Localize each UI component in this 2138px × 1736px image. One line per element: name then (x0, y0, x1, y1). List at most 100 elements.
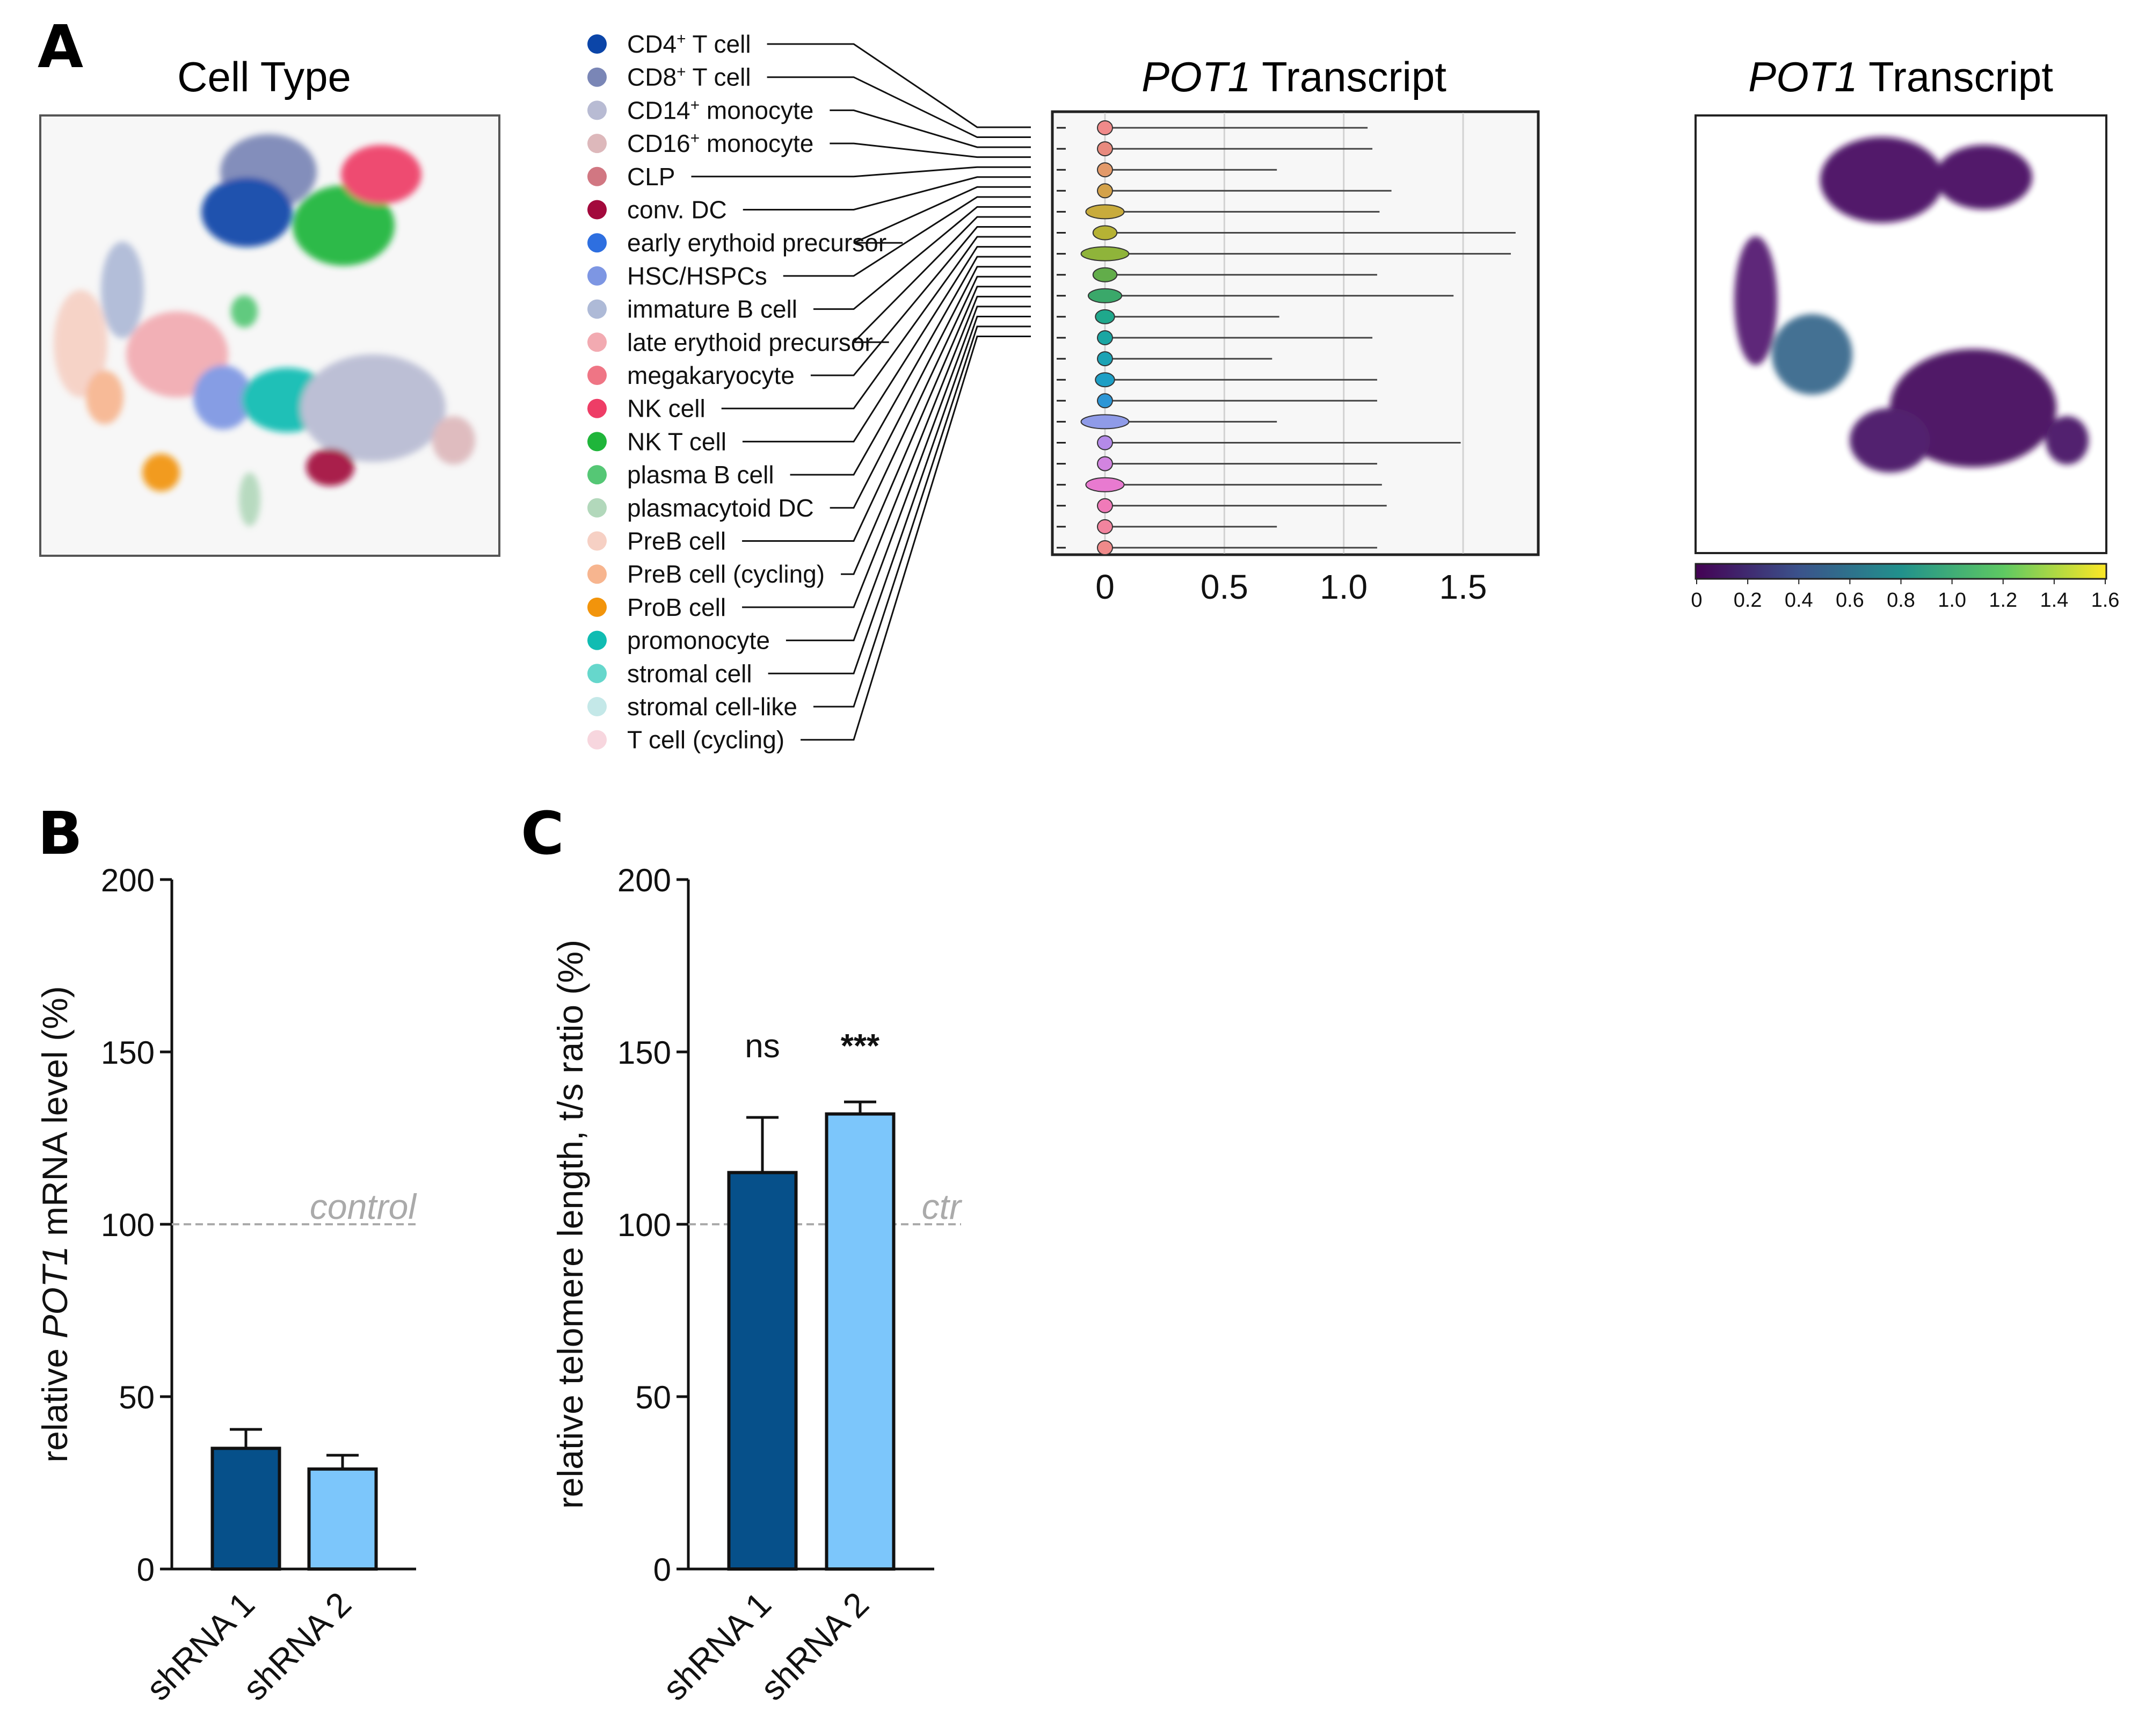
cluster-nkt (293, 185, 395, 266)
legend-label: early erythoid precursor (627, 229, 886, 257)
y-tick-label: 100 (101, 1207, 155, 1243)
violin-body (1097, 393, 1113, 409)
violin-body (1097, 456, 1113, 471)
violin-body (1097, 540, 1113, 555)
violin-body (1092, 267, 1118, 282)
legend-label: CD14+ monocyte (627, 96, 813, 125)
legend-label: CLP (627, 163, 675, 191)
legend-label: PreB cell (cycling) (627, 560, 825, 588)
y-tick-label: 200 (101, 862, 155, 898)
violin-body (1097, 435, 1113, 451)
significance-label: ns (745, 1028, 780, 1065)
legend-swatch (587, 697, 607, 716)
violin-body (1087, 288, 1123, 303)
legend-connector (786, 306, 1031, 642)
expression-region-center (1772, 314, 1852, 395)
legend-connector (783, 196, 1031, 277)
colorbar-ticks: 0 0.2 0.4 0.6 0.8 1.0 1.2 1.4 1.6 (1691, 579, 2119, 612)
legend-label: plasma B cell (627, 461, 774, 489)
colorbar (1695, 563, 2107, 580)
y-tick-label: 200 (617, 862, 671, 898)
cluster-prob (142, 454, 180, 491)
colorbar-tick-label: 0.4 (1785, 589, 1813, 612)
cluster-plasma (231, 295, 258, 328)
y-tick-label: 0 (137, 1552, 155, 1588)
legend-connector (742, 246, 1031, 442)
legend-label: NK cell (627, 395, 706, 423)
expression-region-bottom-right (1890, 349, 2056, 467)
bar (210, 1447, 281, 1571)
legend-connector (852, 216, 1031, 343)
violin-body (1085, 204, 1125, 220)
legend-label: stromal cell (627, 659, 752, 687)
x-category-label: shRNA 2 (235, 1585, 359, 1708)
legend-connector-lines (691, 43, 1031, 741)
legend-swatch (587, 564, 607, 584)
legend-connector (721, 236, 1031, 410)
legend-swatch (587, 134, 607, 154)
legend-connector (768, 315, 1031, 674)
legend-swatch (587, 299, 607, 319)
cluster-cd16 (432, 416, 475, 464)
legend-connector (813, 325, 1031, 708)
legend-swatch (587, 730, 607, 750)
violin-body (1085, 477, 1125, 492)
legend-swatch (587, 67, 607, 87)
legend-label: CD16+ monocyte (627, 129, 813, 158)
colorbar-tick-label: 1.0 (1938, 589, 1966, 612)
legend-swatch (587, 498, 607, 518)
cluster-hsc (193, 365, 252, 430)
violin-plot-frame (1051, 110, 1540, 556)
legend-connector (767, 76, 1031, 139)
legend-swatch (587, 432, 607, 452)
legend-label: plasmacytoid DC (627, 494, 814, 522)
legend-label: T cell (cycling) (627, 726, 784, 754)
violin-body (1095, 372, 1115, 388)
legend-label: PreB cell (627, 527, 726, 555)
reference-label: control (310, 1187, 417, 1226)
expression-region-top-left (1820, 137, 1944, 223)
expression-region-top-right (1936, 145, 2032, 209)
legend-connector (801, 336, 1031, 741)
violin-body (1097, 162, 1113, 178)
violin-body (1097, 498, 1113, 513)
umap-expression-density (1734, 137, 2089, 473)
violin-body (1097, 183, 1113, 199)
significance-label: *** (841, 1028, 880, 1065)
umap-expression-plot: 0 0.2 0.4 0.6 0.8 1.0 1.2 1.4 1.6 (1691, 114, 2119, 612)
legend-swatch (587, 332, 607, 352)
legend-connector (767, 43, 1031, 128)
legend-label: HSC/HSPCs (627, 262, 767, 290)
y-tick-label: 50 (635, 1379, 671, 1415)
expression-region-lower (1850, 408, 1930, 473)
legend-connector (742, 295, 1031, 608)
violin-x-axis: 0 0.5 1.0 1.5 (1095, 568, 1487, 606)
legend-connector (830, 266, 1031, 509)
legend-swatch (587, 597, 607, 617)
bar (307, 1467, 378, 1571)
cluster-preb (54, 290, 107, 397)
x-category-label: shRNA 1 (655, 1585, 779, 1708)
bar (727, 1171, 798, 1571)
cluster-b-immature (101, 242, 144, 338)
colorbar-tick-label: 0 (1691, 589, 1702, 612)
cluster-convdc (306, 448, 354, 486)
y-tick-label: 150 (101, 1035, 155, 1071)
legend-label: immature B cell (627, 295, 797, 323)
bar-chart-c: 0 50 100 150 200 ctr shRNA 1 ns shRNA 2 *** relati… (550, 862, 963, 1708)
colorbar-tick-label: 0.6 (1836, 589, 1864, 612)
legend-label: megakaryocyte (627, 361, 795, 389)
expression-region-left (1734, 236, 1777, 365)
legend-label: stromal cell-like (627, 693, 797, 721)
violin-body (1097, 330, 1113, 345)
legend-swatch (587, 166, 607, 186)
umap-celltype-plot (39, 114, 500, 557)
legend-connector (830, 142, 1031, 158)
umap-expression-title: POT1 Transcript (1748, 53, 2053, 100)
colorbar-tick-label: 0.2 (1734, 589, 1762, 612)
legend-connector (810, 226, 1031, 376)
colorbar-tick-label: 1.2 (1989, 589, 2017, 612)
violin-body (1097, 141, 1113, 157)
panel-label-a: A (38, 12, 83, 81)
